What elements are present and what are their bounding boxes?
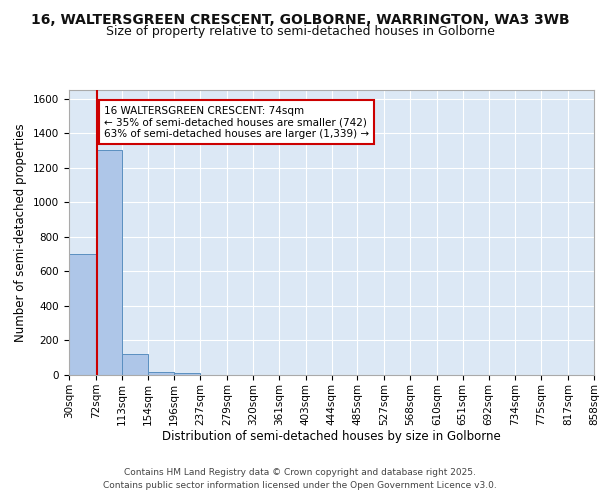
Bar [174, 374, 200, 375]
Text: 16, WALTERSGREEN CRESCENT, GOLBORNE, WARRINGTON, WA3 3WB: 16, WALTERSGREEN CRESCENT, GOLBORNE, WAR… [31, 12, 569, 26]
Text: Contains HM Land Registry data © Crown copyright and database right 2025.: Contains HM Land Registry data © Crown c… [124, 468, 476, 477]
Text: Size of property relative to semi-detached houses in Golborne: Size of property relative to semi-detach… [106, 25, 494, 38]
Bar [69, 254, 95, 375]
Text: Contains public sector information licensed under the Open Government Licence v3: Contains public sector information licen… [103, 480, 497, 490]
Y-axis label: Number of semi-detached properties: Number of semi-detached properties [14, 123, 28, 342]
Bar [95, 150, 122, 375]
Bar [148, 372, 174, 375]
X-axis label: Distribution of semi-detached houses by size in Golborne: Distribution of semi-detached houses by … [162, 430, 501, 444]
Text: 16 WALTERSGREEN CRESCENT: 74sqm
← 35% of semi-detached houses are smaller (742)
: 16 WALTERSGREEN CRESCENT: 74sqm ← 35% of… [104, 106, 369, 138]
Bar [122, 354, 148, 375]
